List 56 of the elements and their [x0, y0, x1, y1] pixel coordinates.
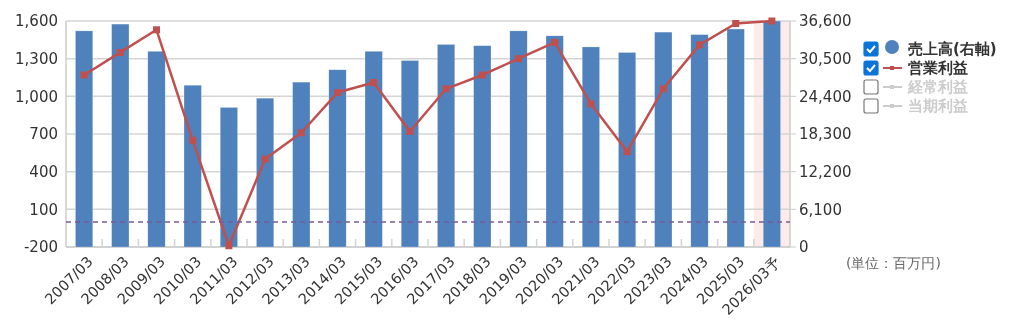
y-tick-label: 400 — [29, 162, 58, 181]
legend-label: 営業利益 — [908, 59, 968, 78]
bar — [654, 31, 673, 248]
point — [80, 71, 88, 79]
bar — [400, 60, 419, 248]
y-tick-label: 700 — [29, 125, 58, 144]
bar — [147, 51, 166, 248]
y-tick-label: 100 — [29, 200, 58, 219]
point — [406, 127, 414, 135]
y2-tick-label: 30,500 — [799, 49, 852, 68]
point — [478, 71, 486, 79]
bar — [437, 44, 456, 248]
bar — [75, 30, 94, 248]
y2-tick-label: 0 — [799, 238, 809, 257]
bar — [219, 107, 238, 248]
y-tick-label: -200 — [23, 238, 58, 257]
bar — [690, 34, 709, 248]
bar — [618, 52, 637, 248]
point — [696, 41, 703, 49]
point — [732, 20, 740, 28]
point — [370, 79, 378, 87]
point — [334, 89, 341, 97]
point — [551, 38, 559, 46]
point — [515, 55, 522, 63]
point — [587, 100, 595, 108]
y2-tick-label: 12,200 — [799, 162, 852, 181]
point — [623, 148, 631, 156]
y2-tick-label: 6,100 — [799, 200, 842, 219]
y-tick-label: 1,000 — [15, 87, 58, 106]
point — [153, 26, 160, 34]
legend-label: 売上高(右軸) — [908, 40, 997, 59]
text: (単位：百万円) — [846, 255, 941, 271]
point — [116, 48, 124, 56]
bar — [726, 28, 745, 248]
y-tick-label: 1,600 — [15, 12, 58, 31]
bar — [473, 45, 492, 248]
bar — [509, 30, 528, 248]
point — [225, 242, 233, 250]
point — [659, 85, 667, 93]
point — [768, 17, 776, 25]
bar — [328, 69, 347, 248]
bar — [364, 51, 383, 248]
y2-tick-label: 24,400 — [799, 87, 852, 106]
bar — [256, 97, 275, 248]
y-tick-label: 1,300 — [15, 49, 58, 68]
bar — [183, 84, 202, 248]
bar — [545, 35, 564, 248]
y2-tick-label: 36,600 — [799, 12, 852, 31]
point — [189, 136, 197, 144]
point — [261, 155, 269, 163]
point — [297, 129, 305, 137]
bar — [111, 23, 130, 248]
y2-tick-label: 18,300 — [799, 125, 852, 144]
bar — [292, 81, 311, 248]
bar — [581, 46, 600, 248]
point — [442, 85, 450, 93]
